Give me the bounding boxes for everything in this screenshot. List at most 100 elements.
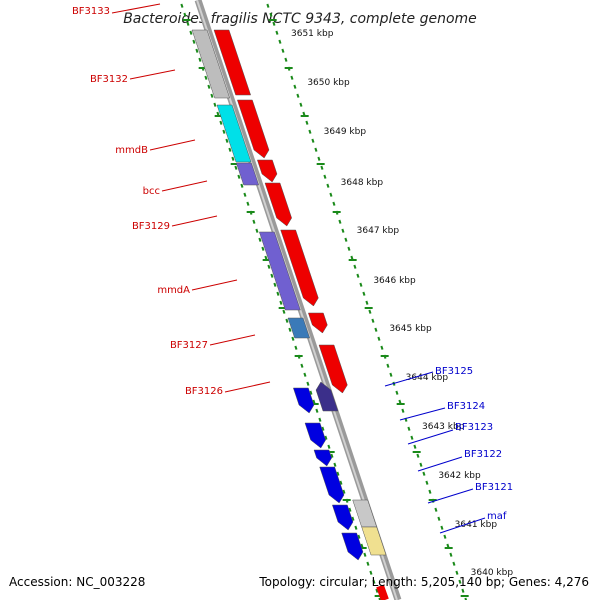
- tick-right: [281, 48, 285, 53]
- label-leader-left: [224, 381, 271, 393]
- tick-right: [353, 264, 357, 269]
- tick-left: [369, 570, 373, 575]
- tick-left: [186, 21, 190, 26]
- gene-label-right: maf: [487, 511, 507, 522]
- gene-features: [191, 29, 387, 561]
- tick-right: [341, 228, 345, 233]
- tick-left: [333, 462, 337, 467]
- tick-right: [437, 516, 441, 521]
- tick-right: [401, 408, 405, 413]
- tick-left: [288, 327, 292, 332]
- tick-right: [305, 120, 309, 125]
- tick-left: [279, 300, 283, 305]
- tick-left: [195, 48, 199, 53]
- label-leader-right: [399, 407, 446, 421]
- tick-left: [192, 39, 196, 44]
- tick-right: [389, 372, 393, 377]
- tick-left: [303, 372, 307, 377]
- tick-left: [231, 156, 235, 161]
- kbp-label: 3649 kbp: [324, 127, 367, 137]
- gene-feature-17: [331, 504, 354, 531]
- tick-left: [225, 138, 229, 143]
- tick-right: [296, 93, 300, 98]
- tick-right: [362, 291, 366, 296]
- gene-feature-19: [341, 532, 364, 561]
- gene-label-left: BF3129: [132, 221, 170, 232]
- tick-right: [440, 525, 444, 530]
- tick-right: [419, 462, 423, 467]
- tick-right: [425, 480, 429, 485]
- label-leader-right: [384, 371, 434, 387]
- tick-right: [428, 489, 432, 494]
- tick-left: [354, 525, 358, 530]
- kbp-label: 3641 kbp: [455, 520, 498, 530]
- tick-left: [306, 381, 310, 386]
- tick-left: [351, 516, 355, 521]
- tick-left: [321, 426, 325, 431]
- tick-left: [234, 165, 238, 170]
- gene-feature-0: [191, 29, 231, 99]
- tick-left: [270, 273, 274, 278]
- gene-feature-2: [216, 104, 252, 163]
- tick-right: [308, 129, 312, 134]
- label-leader-left: [149, 139, 196, 151]
- tick-right: [416, 453, 420, 458]
- tick-right: [368, 309, 372, 314]
- tick-left: [240, 183, 244, 188]
- tick-left: [300, 363, 304, 368]
- label-leader-left: [191, 279, 238, 291]
- tick-right: [365, 300, 369, 305]
- gene-feature-13: [315, 381, 339, 412]
- gene-label-left: BF3127: [170, 340, 208, 351]
- tick-right: [452, 561, 456, 566]
- tick-left: [210, 93, 214, 98]
- tick-left: [357, 534, 361, 539]
- gene-label-left: BF3133: [72, 6, 110, 17]
- kbp-label: 3646 kbp: [373, 276, 416, 286]
- tick-left: [327, 444, 331, 449]
- gene-label-left: mmdB: [115, 145, 148, 156]
- tick-right: [413, 444, 417, 449]
- tick-left: [255, 228, 259, 233]
- tick-right: [326, 183, 330, 188]
- gene-labels: BF3133 BF3132 mmdB bcc BF3129 mmdA BF3127 BF312…: [72, 3, 513, 534]
- tick-left: [213, 102, 217, 107]
- tick-right: [278, 39, 282, 44]
- gene-label-right: BF3122: [464, 449, 502, 460]
- label-leader-left: [209, 334, 256, 346]
- gene-feature-3: [235, 162, 260, 186]
- tick-right: [299, 102, 303, 107]
- kbp-label: 3650 kbp: [307, 78, 350, 88]
- tick-left: [291, 336, 295, 341]
- gene-label-right: BF3125: [435, 366, 473, 377]
- kbp-label: 3643 kbp: [422, 422, 465, 432]
- tick-right: [320, 165, 324, 170]
- tick-left: [180, 3, 184, 8]
- tick-left: [372, 579, 376, 584]
- gene-label-right: BF3123: [455, 422, 493, 433]
- tick-right: [458, 579, 462, 584]
- kbp-label: 3644 kbp: [406, 373, 449, 383]
- gene-feature-15: [313, 449, 332, 467]
- kbp-label: 3648 kbp: [341, 178, 384, 188]
- map-title: Bacteroides fragilis NCTC 9343, complete…: [123, 11, 477, 27]
- tick-right: [374, 327, 378, 332]
- gene-label-right: BF3124: [447, 401, 485, 412]
- genome-summary-text: Topology: circular; Length: 5,205,140 bp…: [258, 575, 589, 589]
- tick-left: [228, 147, 232, 152]
- label-leader-right: [407, 429, 454, 445]
- tick-marks: [180, 3, 469, 600]
- label-leader-left: [129, 69, 176, 80]
- tick-right: [311, 138, 315, 143]
- tick-right: [407, 426, 411, 431]
- label-leader-left: [111, 3, 161, 14]
- tick-left: [318, 417, 322, 422]
- backbone-red-segment: [376, 584, 389, 600]
- tick-left: [339, 480, 343, 485]
- gene-label-left: BF3132: [90, 74, 128, 85]
- tick-left: [348, 507, 352, 512]
- tick-right: [380, 345, 384, 350]
- gene-feature-4: [236, 99, 270, 159]
- tick-left: [330, 453, 334, 458]
- tick-right: [275, 30, 279, 35]
